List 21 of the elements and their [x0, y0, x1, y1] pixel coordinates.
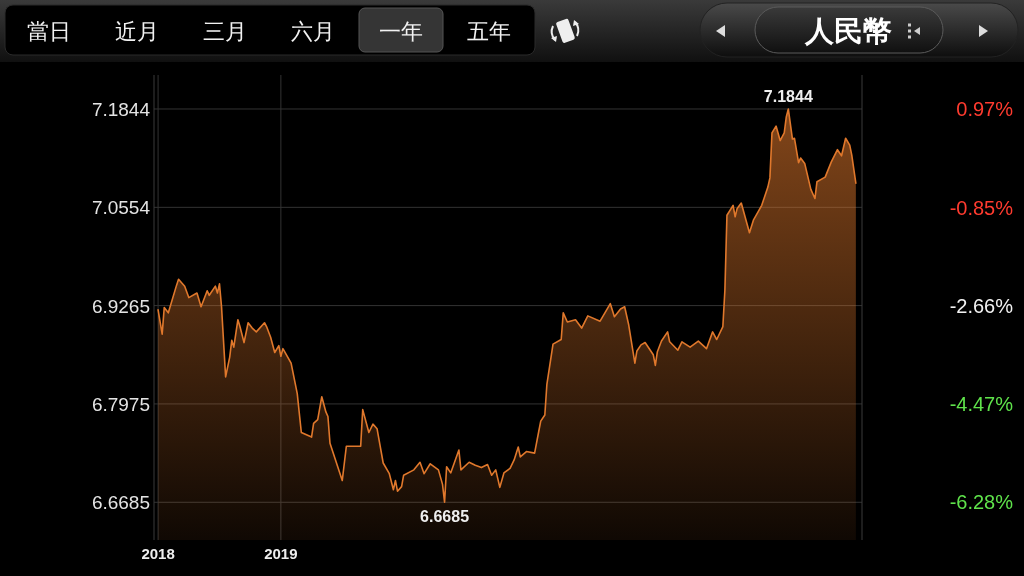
text: 三月: [203, 19, 247, 44]
text: 六月: [291, 19, 335, 44]
annotation: 6.6685: [420, 508, 470, 526]
text: 一年: [379, 19, 423, 44]
y2-tick-label: -4.47%: [949, 392, 1014, 415]
x-tick-label: 2018: [141, 545, 175, 562]
text: 當日: [27, 19, 71, 44]
y2-tick-label: -2.66%: [949, 294, 1014, 317]
y-tick-label: 6.7975: [91, 393, 150, 415]
text: 近月: [115, 19, 159, 44]
y-tick-label: 6.9265: [91, 295, 150, 317]
y2-tick-label: 0.97%: [956, 98, 1014, 121]
y-tick-label: 7.1844: [91, 99, 151, 120]
y2-tick-label: -0.85%: [949, 196, 1014, 219]
y-tick-label: 6.6685: [91, 492, 150, 514]
y2-tick-label: -6.28%: [949, 491, 1014, 514]
chart-title: 人民幣: [803, 15, 892, 47]
x-tick-label: 2019: [264, 545, 298, 562]
annotation: 7.1844: [763, 88, 813, 105]
y-tick-label: 7.0554: [91, 197, 151, 219]
text: 五年: [467, 19, 511, 44]
